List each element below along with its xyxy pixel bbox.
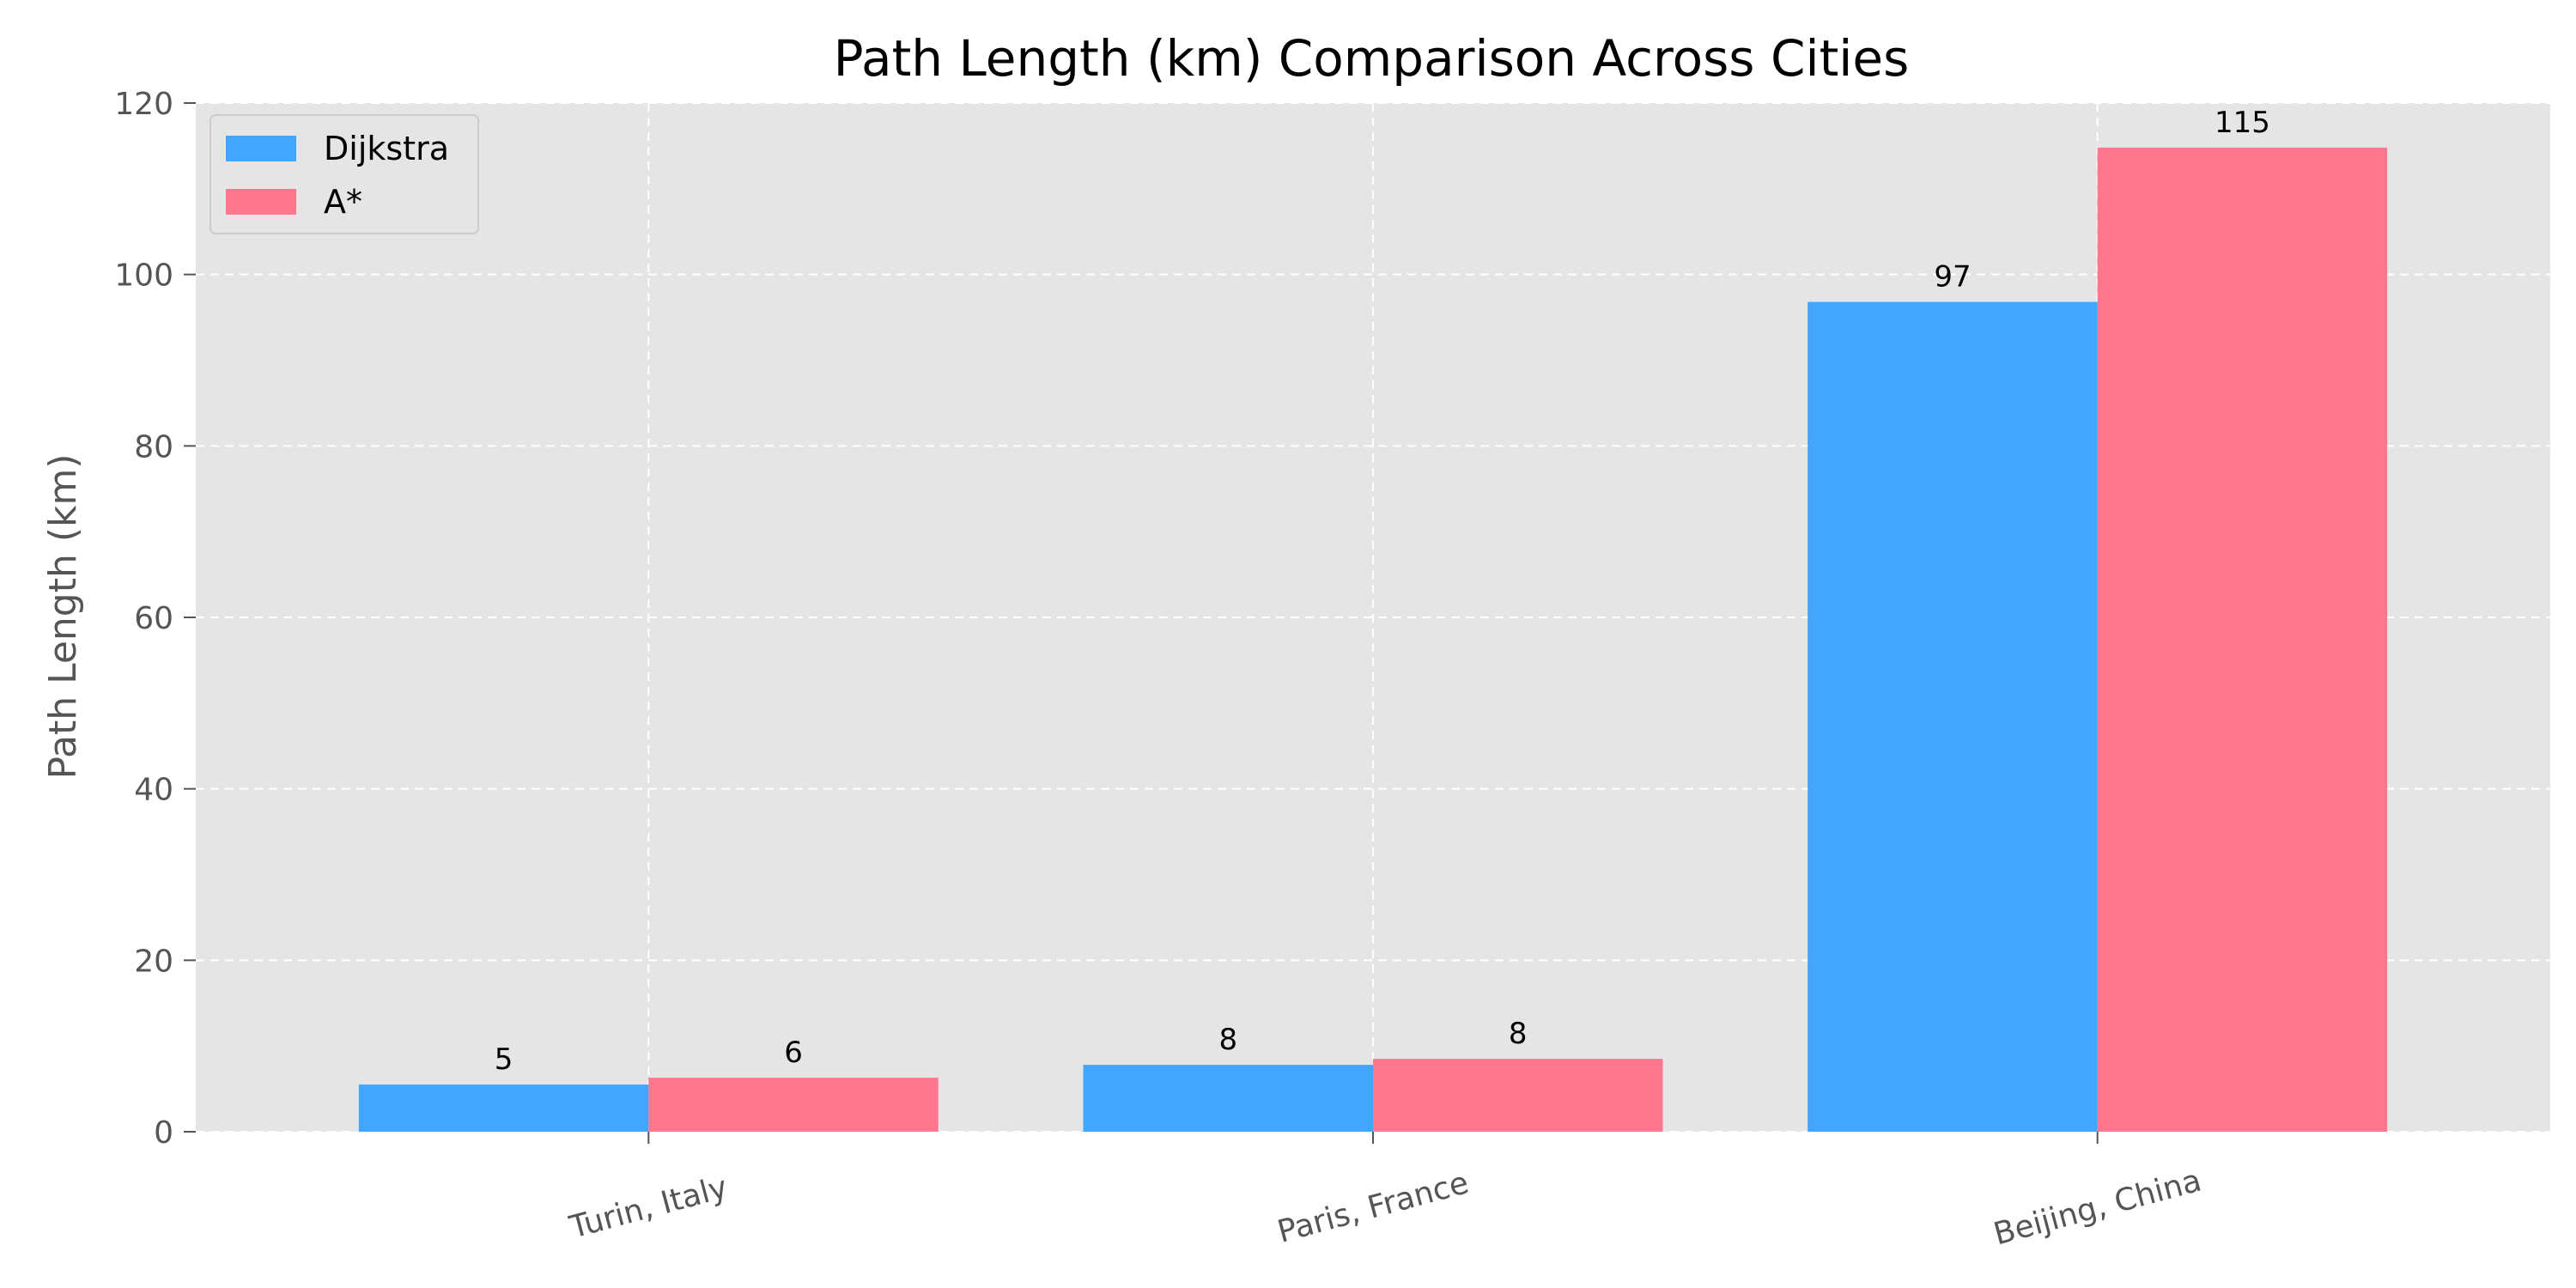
bar-a-0 <box>648 1078 939 1132</box>
legend-label: A* <box>324 183 362 221</box>
y-tick-label: 0 <box>154 1115 173 1151</box>
y-tick-label: 20 <box>134 944 173 979</box>
legend-label: Dijkstra <box>324 130 449 167</box>
bar-value-label: 8 <box>1509 1017 1528 1051</box>
bar-dijkstra-1 <box>1083 1065 1373 1132</box>
bar-value-label: 6 <box>784 1036 803 1070</box>
x-tick-label: Paris, France <box>1274 1165 1473 1250</box>
bar-value-label: 115 <box>2215 106 2270 140</box>
y-axis: 0 20 40 60 80 100 120 <box>114 87 196 1151</box>
bar-value-label: 97 <box>1934 260 1971 295</box>
chart-title: Path Length (km) Comparison Across Citie… <box>834 29 1910 88</box>
y-tick-label: 80 <box>134 429 173 465</box>
x-tick-label: Beijing, China <box>1990 1163 2205 1253</box>
legend-swatch <box>226 189 296 215</box>
bar-value-label: 5 <box>495 1042 513 1077</box>
bar-a-1 <box>1373 1059 1663 1132</box>
value-labels: 5 8 97 6 8 115 <box>495 106 2270 1077</box>
bar-value-label: 8 <box>1218 1023 1237 1057</box>
legend-swatch <box>226 136 296 161</box>
bar-dijkstra-0 <box>358 1084 649 1132</box>
y-tick-label: 40 <box>134 773 173 808</box>
x-tick-label: Turin, Italy <box>565 1170 731 1246</box>
bar-dijkstra-2 <box>1807 301 2098 1132</box>
bars <box>358 147 2388 1132</box>
y-axis-title: Path Length (km) <box>41 453 85 779</box>
y-tick-label: 120 <box>114 87 173 122</box>
bar-a-2 <box>2097 147 2388 1132</box>
y-tick-label: 60 <box>134 601 173 636</box>
y-tick-label: 100 <box>114 258 173 294</box>
x-axis: Turin, Italy Paris, France Beijing, China <box>565 1132 2205 1252</box>
legend: Dijkstra A* <box>210 114 479 234</box>
